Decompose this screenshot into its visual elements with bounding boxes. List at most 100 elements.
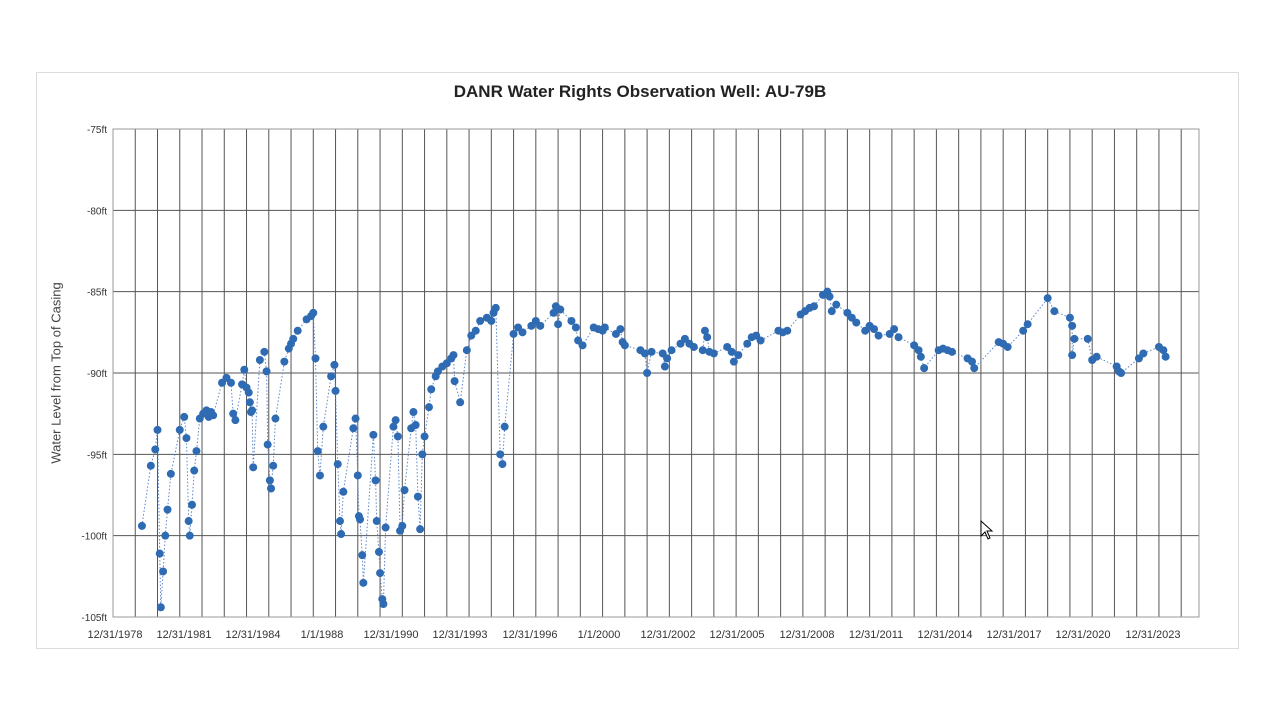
data-point[interactable]	[852, 318, 861, 327]
data-point[interactable]	[190, 466, 199, 475]
data-point[interactable]	[536, 321, 545, 330]
data-point[interactable]	[398, 521, 407, 530]
data-point[interactable]	[476, 316, 485, 325]
data-point[interactable]	[700, 326, 709, 335]
data-point[interactable]	[309, 308, 318, 317]
data-point[interactable]	[1159, 346, 1168, 355]
data-point[interactable]	[184, 517, 193, 526]
data-point[interactable]	[509, 329, 518, 338]
data-point[interactable]	[825, 292, 834, 301]
data-point[interactable]	[427, 385, 436, 394]
data-point[interactable]	[914, 346, 923, 355]
data-point[interactable]	[1139, 349, 1148, 358]
data-point[interactable]	[1161, 352, 1170, 361]
data-point[interactable]	[339, 487, 348, 496]
data-point[interactable]	[1065, 313, 1074, 322]
data-point[interactable]	[689, 342, 698, 351]
data-point[interactable]	[163, 505, 172, 514]
data-point[interactable]	[518, 328, 527, 337]
data-point[interactable]	[371, 476, 380, 485]
data-point[interactable]	[418, 450, 427, 459]
data-point[interactable]	[729, 357, 738, 366]
data-point[interactable]	[703, 333, 712, 342]
data-point[interactable]	[450, 377, 459, 386]
data-point[interactable]	[420, 432, 429, 441]
data-point[interactable]	[894, 333, 903, 342]
data-point[interactable]	[916, 352, 925, 361]
data-point[interactable]	[643, 369, 652, 377]
data-point[interactable]	[756, 336, 765, 345]
data-point[interactable]	[267, 484, 276, 493]
data-point[interactable]	[185, 531, 194, 540]
data-point[interactable]	[496, 450, 505, 459]
data-point[interactable]	[1050, 307, 1059, 316]
data-point[interactable]	[1068, 321, 1077, 330]
data-point[interactable]	[416, 525, 425, 534]
data-point[interactable]	[356, 515, 365, 524]
data-point[interactable]	[188, 500, 197, 509]
data-point[interactable]	[1043, 294, 1052, 303]
data-point[interactable]	[554, 320, 563, 329]
data-point[interactable]	[709, 349, 718, 358]
data-point[interactable]	[226, 378, 235, 387]
data-point[interactable]	[293, 326, 302, 335]
data-point[interactable]	[271, 414, 280, 423]
data-point[interactable]	[313, 447, 322, 456]
data-point[interactable]	[1019, 326, 1028, 335]
data-point[interactable]	[968, 357, 977, 366]
data-point[interactable]	[374, 547, 383, 556]
data-point[interactable]	[248, 406, 257, 415]
data-point[interactable]	[231, 416, 240, 425]
data-point[interactable]	[491, 303, 500, 312]
data-point[interactable]	[500, 422, 509, 431]
data-point[interactable]	[353, 471, 362, 480]
data-point[interactable]	[182, 434, 191, 443]
data-point[interactable]	[151, 445, 160, 454]
data-point[interactable]	[311, 354, 320, 363]
data-point[interactable]	[663, 354, 672, 363]
data-point[interactable]	[647, 347, 656, 356]
data-point[interactable]	[425, 403, 434, 412]
data-point[interactable]	[137, 521, 146, 530]
data-point[interactable]	[331, 386, 340, 395]
data-point[interactable]	[411, 421, 420, 430]
data-point[interactable]	[269, 461, 278, 470]
data-point[interactable]	[920, 364, 929, 373]
data-point[interactable]	[192, 447, 201, 456]
data-point[interactable]	[389, 422, 398, 431]
data-point[interactable]	[413, 492, 422, 501]
data-point[interactable]	[556, 305, 565, 314]
data-point[interactable]	[255, 355, 264, 364]
data-point[interactable]	[462, 346, 471, 355]
data-point[interactable]	[734, 351, 743, 360]
data-point[interactable]	[381, 523, 390, 532]
data-point[interactable]	[810, 302, 819, 311]
data-point[interactable]	[289, 334, 298, 343]
data-point[interactable]	[578, 341, 587, 350]
data-point[interactable]	[229, 409, 238, 418]
data-point[interactable]	[260, 347, 269, 356]
data-point[interactable]	[567, 316, 576, 325]
data-point[interactable]	[970, 364, 979, 373]
data-point[interactable]	[391, 416, 400, 425]
data-point[interactable]	[335, 517, 344, 526]
data-point[interactable]	[571, 323, 580, 332]
data-point[interactable]	[315, 471, 324, 480]
data-point[interactable]	[947, 347, 956, 356]
data-point[interactable]	[660, 362, 669, 371]
data-point[interactable]	[498, 460, 507, 469]
data-point[interactable]	[262, 367, 271, 376]
data-point[interactable]	[487, 316, 496, 325]
data-point[interactable]	[372, 517, 381, 526]
data-point[interactable]	[156, 603, 165, 612]
data-point[interactable]	[159, 567, 168, 576]
data-point[interactable]	[249, 463, 258, 472]
data-point[interactable]	[155, 549, 164, 558]
data-point[interactable]	[358, 551, 367, 560]
data-point[interactable]	[743, 339, 752, 348]
data-point[interactable]	[1117, 369, 1126, 377]
data-point[interactable]	[319, 422, 328, 431]
data-point[interactable]	[349, 424, 358, 433]
data-point[interactable]	[874, 331, 883, 340]
data-point[interactable]	[727, 347, 736, 356]
